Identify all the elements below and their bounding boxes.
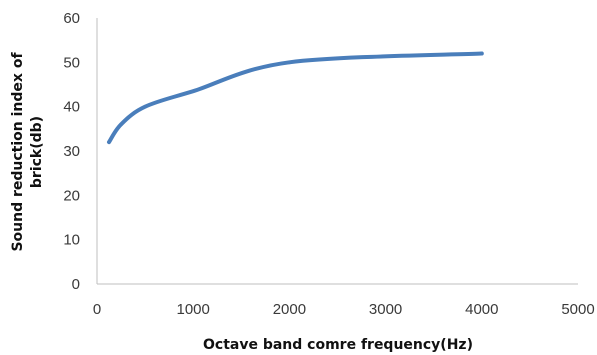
y-tick-label: 40 <box>63 99 80 116</box>
series-line-0 <box>107 51 484 145</box>
data-point-0-1 <box>119 122 123 127</box>
y-tick-label: 0 <box>72 276 80 293</box>
y-tick-label: 30 <box>63 143 80 160</box>
x-axis-ticks: 0 1000 2000 3000 4000 5000 <box>93 301 595 318</box>
y-tick-label: 60 <box>63 10 80 27</box>
data-point-0-3 <box>191 89 195 93</box>
series-layer <box>107 51 484 145</box>
y-tick-label: 10 <box>63 232 80 249</box>
y-axis-title-line-2: brick(db) <box>29 116 45 188</box>
data-point-0-4 <box>287 60 292 65</box>
x-tick-label: 0 <box>93 301 101 318</box>
data-point-0-0 <box>107 140 111 144</box>
x-tick-label: 3000 <box>369 301 402 318</box>
y-tick-label: 50 <box>63 54 80 71</box>
y-axis-title-line-1: Sound reduction index of <box>10 52 26 252</box>
x-axis-title: Octave band comre frequency(Hz) <box>203 337 473 353</box>
y-axis-ticks: 0 10 20 30 40 50 60 <box>63 10 80 293</box>
x-tick-label: 2000 <box>273 301 306 318</box>
data-point-0-2 <box>143 104 147 109</box>
x-tick-label: 1000 <box>177 301 210 318</box>
data-point-0-5 <box>480 51 484 56</box>
x-tick-label: 5000 <box>561 301 594 318</box>
y-tick-label: 20 <box>63 187 80 204</box>
x-tick-label: 4000 <box>465 301 498 318</box>
